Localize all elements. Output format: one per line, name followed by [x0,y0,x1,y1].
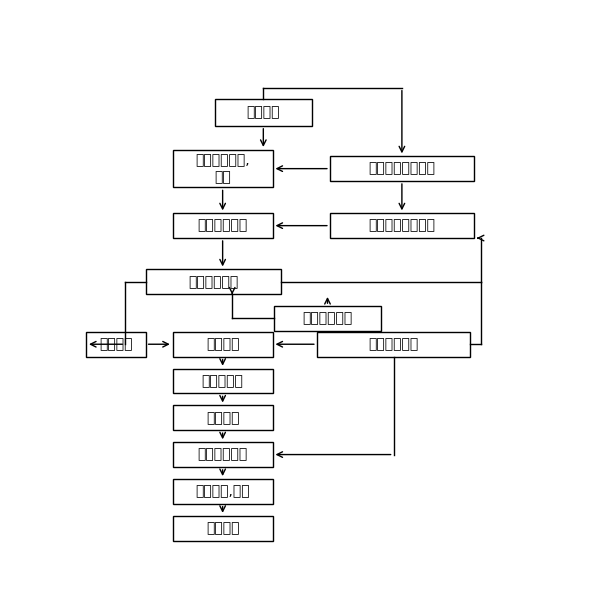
Text: 结果验证: 结果验证 [206,521,239,535]
Bar [173,150,272,187]
Text: 改进建议,措施: 改进建议,措施 [196,484,250,498]
Bar [173,213,272,238]
Bar [330,156,474,181]
Text: 失效模式再现: 失效模式再现 [188,275,239,289]
Bar [173,405,272,430]
Bar [215,99,312,126]
Text: 定位失效点: 定位失效点 [202,374,244,388]
Text: 失效分析方案设计: 失效分析方案设计 [368,219,436,233]
Bar [173,332,272,356]
Text: 搜集样品相关信息: 搜集样品相关信息 [368,162,436,176]
Text: 失效发生: 失效发生 [247,106,280,119]
Text: 失效机理分析: 失效机理分析 [197,448,248,461]
Bar [86,332,146,356]
Text: 初步检查分析: 初步检查分析 [197,219,248,233]
Bar [173,516,272,540]
Bar [330,213,474,238]
Bar [317,332,470,356]
Bar [173,368,272,393]
Bar [274,306,381,331]
Text: 无损检查: 无损检查 [99,337,133,351]
Text: 失效样品收集,
保存: 失效样品收集, 保存 [196,153,250,184]
Text: 故障模拟分析: 故障模拟分析 [368,337,419,351]
Bar [173,442,272,467]
Text: 应力检验分析: 应力检验分析 [302,312,353,325]
Text: 理化分析: 理化分析 [206,411,239,425]
Bar [173,479,272,504]
Bar [146,269,281,294]
Text: 样品制备: 样品制备 [206,337,239,351]
